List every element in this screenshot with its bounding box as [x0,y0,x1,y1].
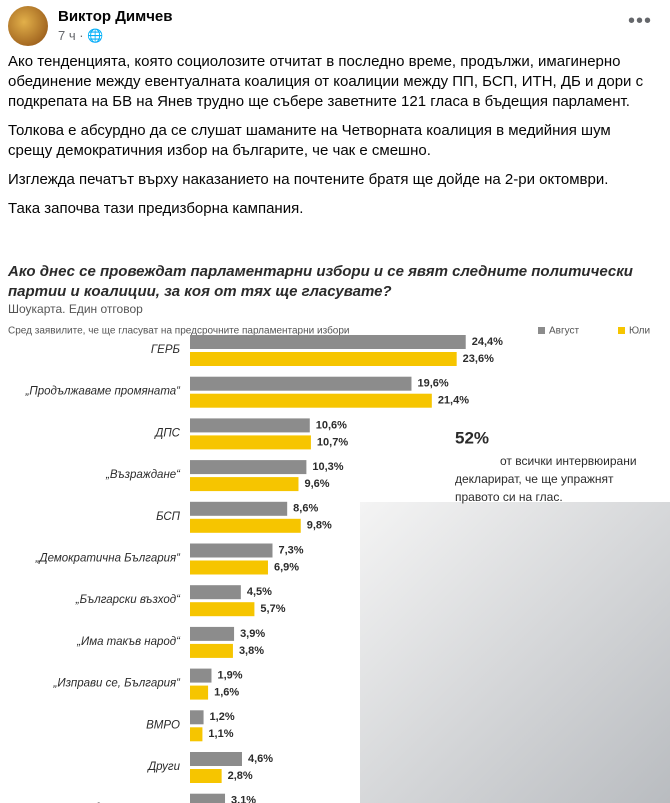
post-time[interactable]: 7 ч · 🌐 [58,28,104,43]
value-label: 1,2% [210,711,235,723]
bar [190,752,242,766]
value-label: 5,7% [260,603,285,615]
value-label: 24,4% [472,336,503,348]
value-label: 1,6% [214,687,239,699]
bar [190,477,299,492]
value-label: 2,8% [228,770,253,782]
legend-label: Август [549,326,580,337]
bar [190,727,203,742]
category-label: „Демократична България“ [35,553,182,565]
value-label: 10,6% [316,419,347,431]
more-button[interactable]: ••• [627,10,652,32]
value-label: 9,6% [304,478,329,490]
bar [190,710,204,725]
category-label: ГЕРБ [151,344,181,356]
value-label: 10,7% [317,436,348,448]
chart-note: Сред заявилите, че ще гласуват на предср… [8,325,350,337]
legend-swatch [618,327,625,334]
category-label: ДПС [153,427,180,439]
value-label: 4,6% [248,753,273,765]
value-label: 21,4% [438,395,469,407]
bar [190,668,212,683]
value-label: 4,5% [247,586,272,598]
paragraph: Толкова е абсурдно да се слушат шаманите… [8,122,611,159]
bar [190,793,226,803]
bar [190,435,311,450]
globe-icon: 🌐 [87,28,104,43]
value-label: 3,8% [239,645,264,657]
paragraph: Така започва тази предизборна кампания. [8,200,304,217]
bar [190,560,268,575]
bar [190,543,273,558]
post-text: Ако тенденцията, която социолозите отчит… [8,52,658,228]
category-label: БСП [156,511,181,523]
legend-swatch [538,327,545,334]
category-label: „Има такъв народ“ [76,636,181,648]
photo-background [360,502,670,803]
bar [190,335,466,349]
value-label: 6,9% [274,561,299,573]
bar [190,376,412,391]
time[interactable]: 7 ч [58,28,76,43]
value-label: 9,8% [307,520,332,532]
value-label: 3,9% [240,628,265,640]
bar [190,352,457,366]
value-label: 10,3% [312,461,343,473]
bar [190,585,241,600]
category-label: „Възраждане“ [105,469,181,481]
avatar[interactable] [8,6,48,46]
value-label: 1,9% [217,670,242,682]
bar [190,501,288,516]
paragraph: Изглежда печатът върху наказанието на по… [8,171,609,188]
bar [190,626,235,641]
bar [190,602,255,617]
category-label: „Изправи се, България“ [53,678,182,690]
bar [190,769,222,783]
chart: Шоукарта. Един отговор Сред заявилите, ч… [0,252,670,803]
bar [190,518,301,533]
category-label: ВМРО [146,719,180,731]
category-label: Други [146,761,181,773]
legend-label: Юли [629,326,650,337]
paragraph: Ако тенденцията, която социолозите отчит… [8,53,644,110]
bar [190,643,233,658]
annotation-text: от всички интервюирани декларират, че ще … [455,454,637,504]
author[interactable]: Виктор Димчев [58,8,173,25]
bar [190,393,432,408]
chart-subtitle: Шоукарта. Един отговор [8,302,143,316]
bar [190,418,310,433]
value-label: 7,3% [278,544,303,556]
value-label: 8,6% [293,503,318,515]
value-label: 19,6% [417,378,448,390]
value-label: 23,6% [463,353,494,365]
bar [190,460,307,475]
bar [190,685,209,700]
annotation-value: 52% [455,428,489,447]
category-label: „Продължаваме промяната“ [25,386,182,398]
chart-title: Ако днес се провеждат парламентарни избо… [8,263,633,300]
category-label: „Български възход“ [75,594,181,606]
value-label: 3,1% [231,795,256,803]
value-label: 1,1% [208,728,233,740]
